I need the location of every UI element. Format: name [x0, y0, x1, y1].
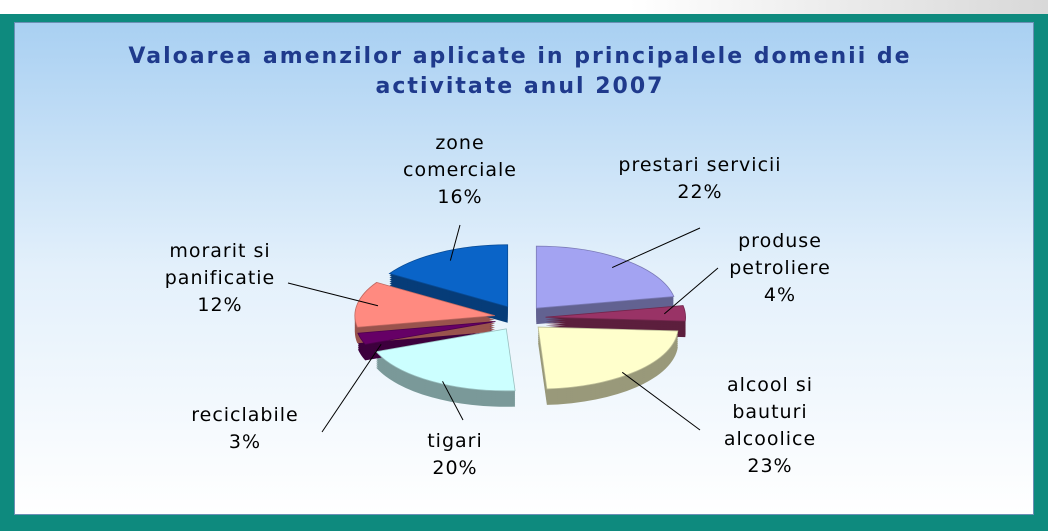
- slice-label: prestari servicii 22%: [590, 152, 810, 206]
- slice: [388, 244, 509, 308]
- value-label: 16%: [437, 186, 483, 208]
- slice: [354, 281, 495, 328]
- slice-label: alcool si bauturi alcoolice 23%: [695, 372, 845, 480]
- leader-line: [449, 224, 461, 261]
- leader-line: [321, 343, 382, 433]
- slice: [357, 321, 496, 345]
- leader-line: [663, 267, 719, 315]
- category-name: morarit si panificatie: [164, 240, 276, 289]
- leader-line: [442, 381, 464, 421]
- slice-label: zone comerciale 16%: [380, 130, 540, 211]
- leader-line: [287, 282, 379, 307]
- slice: [537, 326, 679, 390]
- slice-label: morarit si panificatie 12%: [145, 238, 295, 319]
- slice-side: [357, 329, 496, 353]
- leader-line: [611, 227, 701, 268]
- slice-label: tigari 20%: [405, 428, 505, 482]
- value-label: 3%: [228, 431, 262, 453]
- value-label: 23%: [747, 455, 793, 477]
- value-label: 20%: [432, 457, 478, 479]
- slice-label: reciclabile 3%: [180, 402, 310, 456]
- category-name: alcool si bauturi alcoolice: [723, 374, 817, 450]
- value-label: 12%: [197, 294, 243, 316]
- category-name: prestari servicii: [618, 154, 782, 176]
- category-name: reciclabile: [191, 404, 299, 426]
- plot-area: [14, 22, 1034, 515]
- slice: [375, 328, 516, 392]
- category-name: tigari: [427, 430, 483, 452]
- slice-label: produse petroliere 4%: [715, 228, 845, 309]
- slice: [535, 245, 675, 309]
- slice: [545, 305, 686, 322]
- value-label: 4%: [763, 284, 797, 306]
- chart-title: Valoarea amenzilor aplicate in principal…: [128, 44, 912, 99]
- category-name: zone comerciale: [403, 132, 517, 181]
- category-name: produse petroliere: [729, 230, 831, 279]
- value-label: 22%: [677, 181, 723, 203]
- leader-line: [621, 371, 701, 431]
